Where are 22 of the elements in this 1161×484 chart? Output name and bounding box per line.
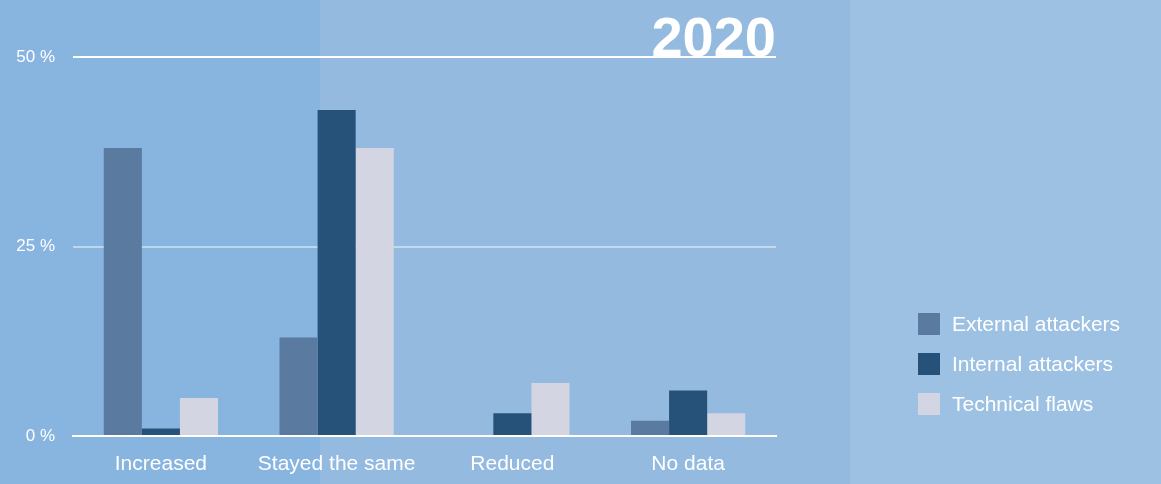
bar [707, 413, 746, 435]
y-tick-label: 25 % [16, 236, 55, 256]
bar [103, 147, 142, 435]
x-tick-label: Stayed the same [257, 451, 416, 475]
bar [531, 382, 570, 435]
bar [631, 420, 670, 435]
x-tick-label: Reduced [470, 451, 555, 475]
bar [317, 110, 356, 435]
bar [279, 337, 318, 435]
x-tick-label: Increased [114, 451, 207, 475]
chart-title: 2020 [651, 5, 776, 68]
bar [493, 413, 532, 435]
y-tick-label: 0 % [25, 425, 55, 445]
y-tick-label: 50 % [16, 46, 55, 66]
bar [141, 428, 180, 435]
x-tick-label: No data [651, 451, 726, 475]
bar [179, 398, 218, 435]
legend-label: External attackers [952, 312, 1121, 336]
legend-label: Technical flaws [952, 392, 1094, 416]
bar [669, 390, 708, 435]
legend-label: Internal attackers [952, 352, 1114, 376]
bar [355, 147, 394, 435]
